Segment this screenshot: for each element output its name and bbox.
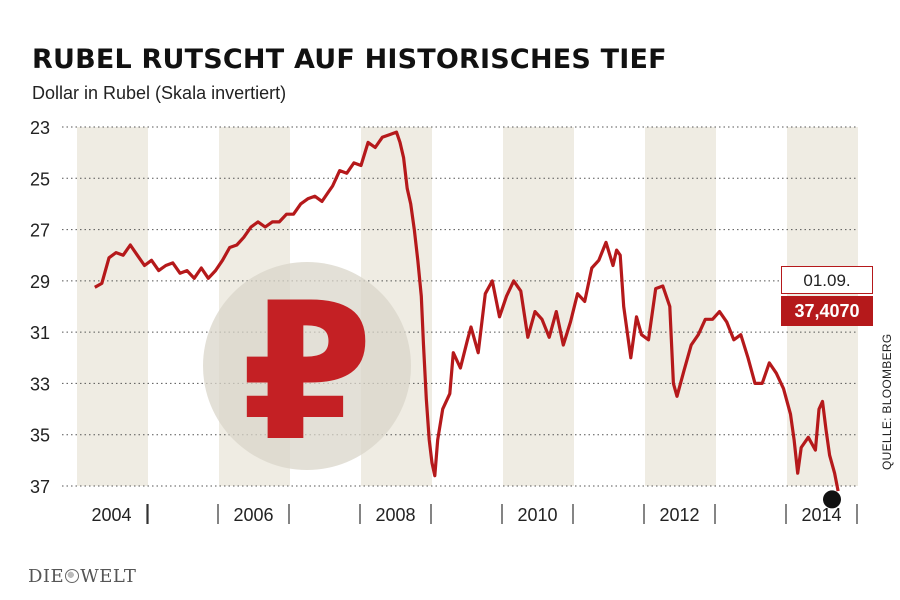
x-tick-label: 2008: [375, 505, 415, 525]
x-tick-label: 2012: [659, 505, 699, 525]
series-line: [94, 130, 840, 492]
y-tick-label: 37: [30, 477, 50, 497]
x-tick-label: 2004: [91, 505, 131, 525]
end-point-marker: [823, 490, 841, 509]
y-tick-label: 29: [30, 272, 50, 292]
year-band: [503, 127, 574, 486]
year-band: [77, 127, 148, 486]
x-tick-label: 2014: [801, 505, 841, 525]
ruble-sign-icon: ₽: [241, 262, 373, 483]
source-note: QUELLE: BLOOMBERG: [880, 333, 894, 470]
y-tick-label: 31: [30, 323, 50, 343]
currency-circle: [203, 262, 411, 470]
y-tick-label: 33: [30, 374, 50, 394]
logo-left: DIE: [28, 566, 65, 587]
year-band: [645, 127, 716, 486]
y-tick-label: 25: [30, 169, 50, 189]
die-welt-logo: DIE WELT: [28, 566, 136, 587]
globe-icon: [65, 569, 80, 583]
y-tick-label: 23: [30, 118, 50, 138]
chart-subtitle: Dollar in Rubel (Skala invertiert): [32, 83, 287, 103]
callout-value: 37,4070: [781, 296, 873, 326]
callout-date: 01.09.: [781, 266, 873, 294]
x-tick-label: 2006: [233, 505, 273, 525]
x-tick-label: 2010: [517, 505, 557, 525]
y-tick-label: 35: [30, 426, 50, 446]
chart-title: RUBEL RUTSCHT AUF HISTORISCHES TIEF: [32, 44, 667, 75]
y-tick-label: 27: [30, 221, 50, 241]
logo-right: WELT: [80, 566, 137, 587]
